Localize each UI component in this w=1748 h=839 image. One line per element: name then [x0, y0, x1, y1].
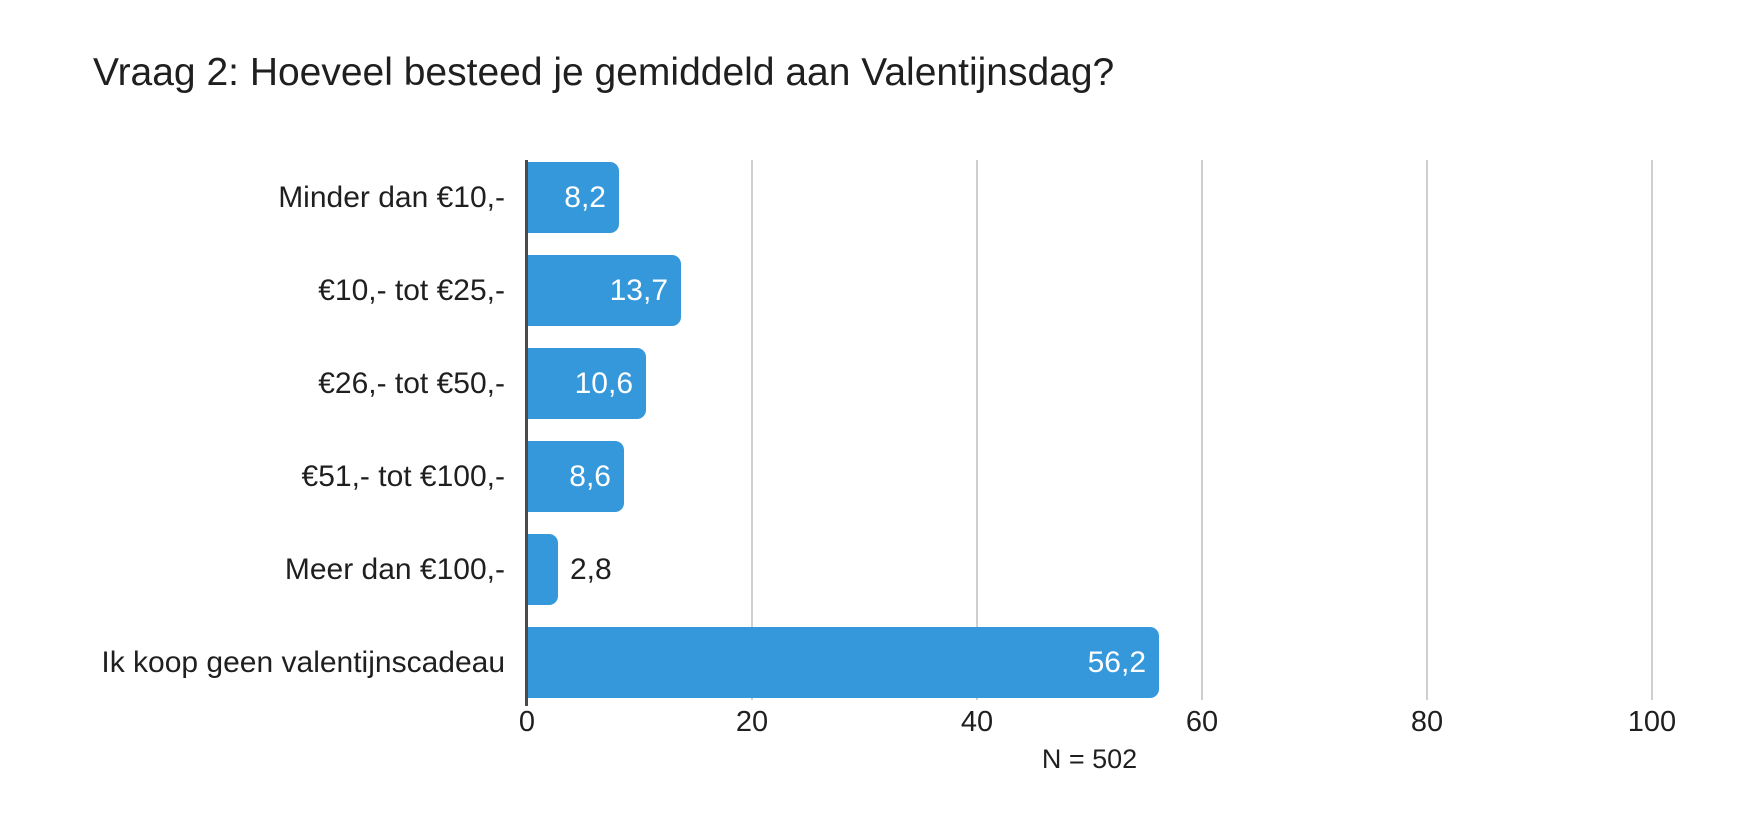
gridline-x-60: [1201, 160, 1203, 700]
bar-value-label: 13,7: [609, 274, 668, 307]
gridline-x-80: [1426, 160, 1428, 700]
gridline-x-100: [1651, 160, 1653, 700]
chart-title: Vraag 2: Hoeveel besteed je gemiddeld aa…: [93, 51, 1115, 94]
x-axis-tick-label: 20: [735, 706, 769, 738]
bar: 13,7: [527, 255, 681, 326]
bar-row: Meer dan €100,- 2,8: [285, 534, 1652, 605]
gridline-x-20: [751, 160, 753, 700]
x-axis-tick-label: 40: [960, 706, 994, 738]
bar-value-label: 8,6: [569, 460, 611, 493]
category-label: €10,- tot €25,-: [318, 274, 505, 307]
x-axis-tick-label: 0: [518, 706, 536, 738]
bar-value-label: 2,8: [570, 553, 612, 586]
sample-size-note: N = 502: [1041, 744, 1138, 774]
bar: 8,6: [527, 441, 624, 512]
zero-axis-line: [525, 160, 528, 706]
bar: 10,6: [527, 348, 646, 419]
gridline-x-40: [976, 160, 978, 700]
bar: 8,2: [527, 162, 619, 233]
x-axis-tick-label: 60: [1185, 706, 1219, 738]
category-label: Ik koop geen valentijnscadeau: [101, 646, 505, 679]
bar: 56,2: [527, 627, 1159, 698]
category-label: €26,- tot €50,-: [318, 367, 505, 400]
bar-row: €10,- tot €25,- 13,7: [318, 255, 1652, 326]
bar-value-label: 10,6: [574, 367, 633, 400]
bar-value-label: 56,2: [1087, 646, 1146, 679]
category-label: Minder dan €10,-: [278, 181, 505, 214]
x-axis-tick-label: 100: [1627, 706, 1677, 738]
bar-row: €51,- tot €100,- 8,6: [302, 441, 1652, 512]
plot-area: Minder dan €10,- 8,2 €10,- tot €25,- 13,7 €2…: [101, 160, 1653, 706]
bar-row: Ik koop geen valentijnscadeau 56,2: [101, 627, 1652, 698]
category-label: €51,- tot €100,-: [301, 460, 505, 493]
bar-value-label: 8,2: [564, 181, 606, 214]
category-label: Meer dan €100,-: [284, 553, 505, 586]
bar-row: €26,- tot €50,- 10,6: [318, 348, 1652, 419]
bar-row: Minder dan €10,- 8,2: [278, 162, 1652, 233]
bar: [527, 534, 558, 605]
x-axis-tick-label: 80: [1410, 706, 1444, 738]
